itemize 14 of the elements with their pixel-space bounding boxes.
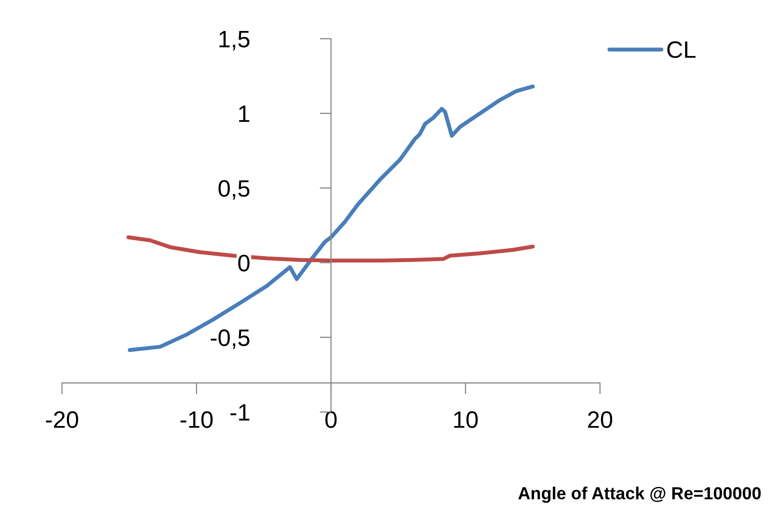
x-tick-label: -10 (180, 411, 213, 428)
y-tick-label: 1,5 (219, 31, 250, 50)
y-tick-label: -1 (230, 404, 250, 421)
x-tick-label: 20 (588, 411, 612, 428)
x-tick-label: 0 (325, 411, 337, 428)
x-axis-title: Angle of Attack @ Re=100000 (518, 486, 761, 503)
x-tick-label: -20 (46, 411, 78, 428)
line-series (128, 84, 535, 352)
y-tick-label: 0 (238, 254, 250, 272)
y-tick-label: 0,5 (218, 180, 250, 200)
legend-label: CL (667, 41, 696, 58)
y-tick-label: 1 (239, 106, 250, 122)
y-tick-label: -0,5 (210, 329, 250, 349)
x-tick-label: 10 (454, 411, 478, 428)
